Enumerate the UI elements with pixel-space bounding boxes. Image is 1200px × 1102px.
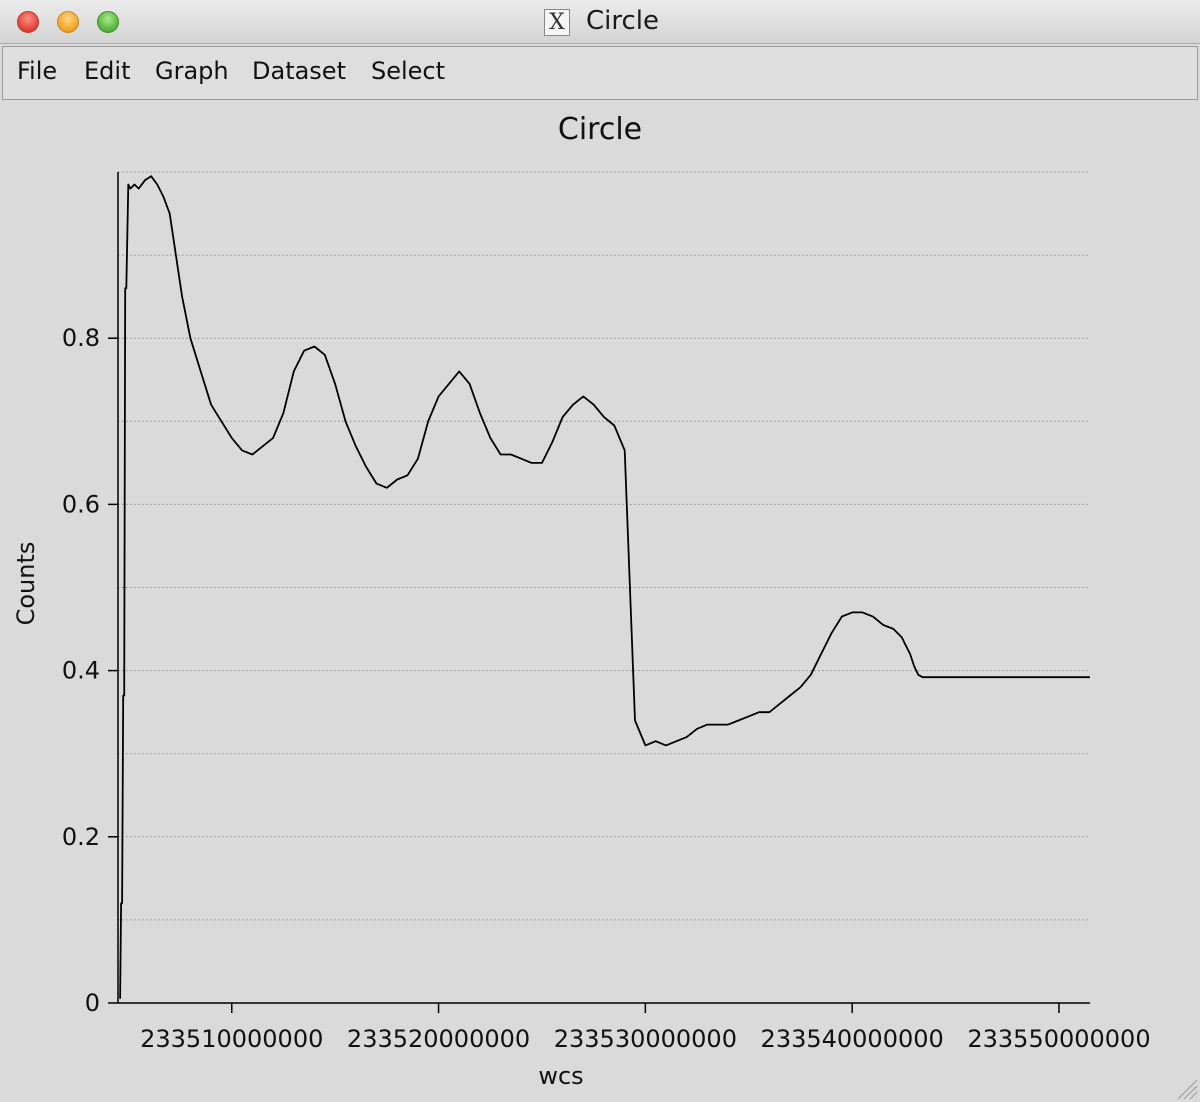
window-title: Circle [586,6,660,36]
y-tick-label: 0 [85,989,100,1017]
x-tick-label: 233520000000 [347,1025,530,1053]
menu-dataset[interactable]: Dataset [252,57,346,85]
y-tick-label: 0.2 [62,823,100,851]
menubar: File Edit Graph Dataset Select [2,46,1198,100]
x-tick-label: 233510000000 [140,1025,323,1053]
close-window-button[interactable] [17,11,39,33]
y-tick-label: 0.6 [62,490,100,518]
menu-graph[interactable]: Graph [155,57,229,85]
x-axis-label: wcs [538,1062,583,1090]
x-tick-label: 233550000000 [967,1025,1150,1053]
y-axis-label: Counts [12,542,40,626]
y-tick-label: 0.8 [62,324,100,352]
x-tick-label: 233530000000 [554,1025,737,1053]
minimize-window-button[interactable] [57,11,79,33]
x-tick-label: 233540000000 [761,1025,944,1053]
zoom-window-button[interactable] [97,11,119,33]
menu-select[interactable]: Select [371,57,446,85]
resize-grip-icon[interactable] [1172,1074,1198,1100]
menu-file[interactable]: File [17,57,58,85]
menu-edit[interactable]: Edit [84,57,131,85]
series-line [119,175,1090,999]
chart-title: Circle [557,112,643,147]
y-tick-label: 0.4 [62,657,100,685]
window-titlebar[interactable]: X Circle [0,0,1200,44]
x11-icon: X [544,9,570,36]
